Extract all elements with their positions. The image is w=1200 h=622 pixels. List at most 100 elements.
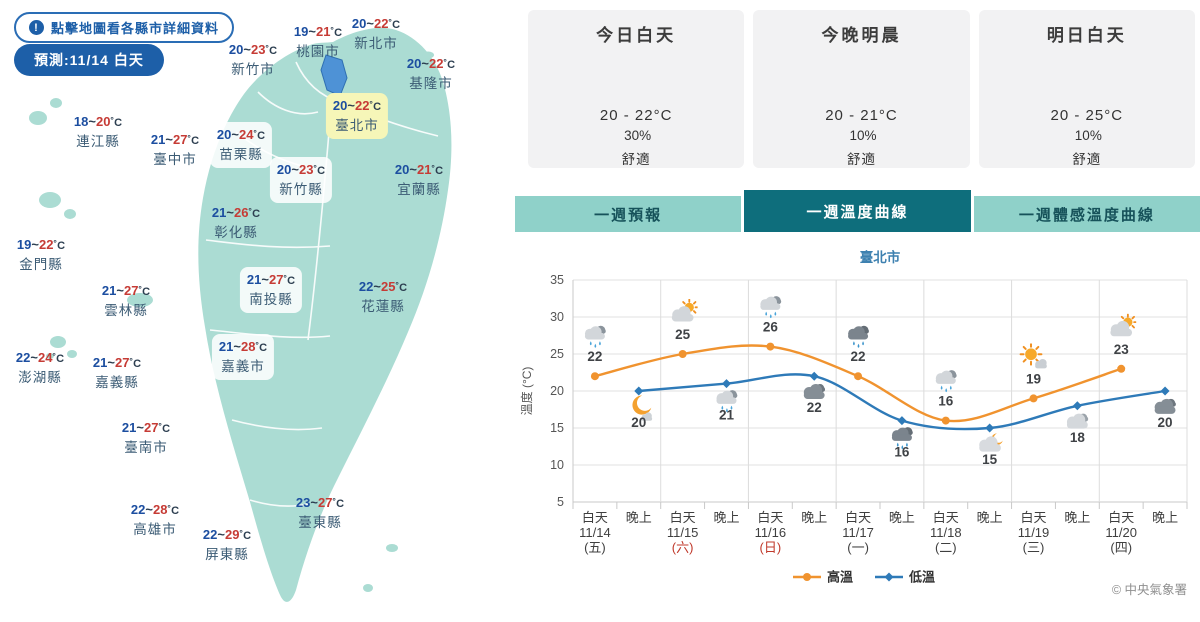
county-name: 新竹市 [231, 62, 275, 77]
county-name: 彰化縣 [214, 225, 258, 240]
county-temp-range: 22~24˚C [15, 350, 65, 365]
svg-text:(日): (日) [760, 540, 782, 555]
svg-text:18: 18 [1070, 430, 1086, 445]
svg-text:10: 10 [550, 458, 564, 472]
card-temp-range: 20 - 21°C [825, 107, 898, 124]
county-marker[interactable]: 18~20˚C 連江縣 [74, 112, 122, 149]
county-marker[interactable]: 19~21˚C 桃園市 [294, 22, 342, 59]
svg-text:11/19: 11/19 [1018, 525, 1050, 540]
county-temp-range: 21~26˚C [211, 205, 261, 220]
forecast-card-0: 今日白天 20 - 22°C 30% 舒適 [528, 10, 745, 168]
svg-text:晚上: 晚上 [977, 510, 1003, 525]
svg-text:11/20: 11/20 [1105, 525, 1137, 540]
county-temp-range: 20~22˚C [406, 56, 456, 71]
county-marker[interactable]: 20~22˚C 基隆市 [407, 54, 455, 91]
svg-text:(五): (五) [584, 540, 606, 555]
county-marker[interactable]: 21~27˚C 雲林縣 [102, 281, 150, 318]
svg-text:20: 20 [631, 415, 646, 430]
sun-cloud-icon [1019, 343, 1048, 370]
svg-text:11/14: 11/14 [579, 525, 611, 540]
county-name: 屏東縣 [205, 547, 249, 562]
svg-text:晚上: 晚上 [626, 510, 652, 525]
county-marker[interactable]: 23~27˚C 臺東縣 [296, 493, 344, 530]
svg-text:25: 25 [675, 327, 691, 342]
svg-text:白天: 白天 [933, 510, 959, 525]
county-marker[interactable]: 20~24˚C 苗栗縣 [209, 122, 273, 168]
svg-text:20: 20 [1158, 415, 1173, 430]
forecast-card-1: 今晚明晨 20 - 21°C 10% 舒適 [753, 10, 970, 168]
svg-text:30: 30 [550, 310, 564, 324]
temperature-chart: 臺北市 溫度 (°C) 5 10 15 20 25 30 35 白天 晚上 11/14 (五) 白天 晚上 1… [515, 240, 1200, 615]
county-temp-range: 20~23˚C [228, 42, 278, 57]
chart-ylabel: 溫度 (°C) [519, 367, 534, 416]
legend-高溫: 高溫 [827, 570, 853, 585]
svg-text:11/15: 11/15 [667, 525, 699, 540]
card-title: 今日白天 [596, 26, 677, 45]
county-marker[interactable]: 21~27˚C 臺中市 [151, 130, 199, 167]
county-marker[interactable]: 21~27˚C 南投縣 [239, 267, 303, 313]
county-name: 臺南市 [124, 440, 168, 455]
svg-text:白天: 白天 [1020, 510, 1046, 525]
map-hint-badge: ! 點擊地圖看各縣市詳細資料 [14, 12, 235, 43]
county-marker[interactable]: 21~27˚C 嘉義縣 [93, 353, 141, 390]
county-marker[interactable]: 20~22˚C 臺北市 [325, 93, 389, 139]
county-marker[interactable]: 20~22˚C 新北市 [352, 14, 400, 51]
map-panel: ! 點擊地圖看各縣市詳細資料 預測:11/14 白天 20~22˚C 新北市 19~… [0, 0, 515, 622]
tab-2[interactable]: 一週體感溫度曲線 [973, 196, 1200, 232]
svg-text:25: 25 [550, 347, 564, 361]
info-icon: ! [29, 20, 44, 35]
card-comfort-label: 舒適 [621, 152, 651, 167]
forecast-time-pill: 預測:11/14 白天 [14, 44, 164, 76]
svg-text:晚上: 晚上 [801, 510, 827, 525]
county-marker[interactable]: 19~22˚C 金門縣 [17, 235, 65, 272]
svg-text:16: 16 [938, 394, 954, 409]
offshore-islands [29, 51, 434, 592]
svg-text:11/18: 11/18 [930, 525, 962, 540]
county-marker[interactable]: 20~21˚C 宜蘭縣 [395, 160, 443, 197]
svg-text:晚上: 晚上 [713, 510, 739, 525]
svg-text:5: 5 [557, 495, 564, 509]
county-marker[interactable]: 21~26˚C 彰化縣 [212, 203, 260, 240]
card-temp-range: 20 - 22°C [599, 107, 673, 124]
svg-text:(一): (一) [847, 540, 869, 555]
county-name: 南投縣 [249, 292, 293, 307]
county-temp-range: 22~29˚C [202, 527, 252, 542]
forecast-tabs: 一週預報 一週溫度曲線 一週體感溫度曲線 [515, 190, 1200, 232]
svg-text:20: 20 [550, 384, 564, 398]
cloud-dark-icon [803, 384, 826, 400]
county-marker[interactable]: 21~27˚C 臺南市 [122, 418, 170, 455]
county-name: 苗栗縣 [219, 147, 263, 162]
county-marker[interactable]: 20~23˚C 新竹縣 [269, 157, 333, 203]
svg-text:15: 15 [550, 421, 564, 435]
rain-dark-icon [848, 325, 869, 348]
county-marker[interactable]: 21~28˚C 嘉義市 [211, 334, 275, 380]
svg-text:16: 16 [894, 445, 910, 460]
forecast-panel: 今日白天 20 - 22°C 30% 舒適 今晚明晨 20 - 21°C 10% 舒適 明日白天… [515, 0, 1200, 622]
card-rain-probability: 10% [1074, 128, 1102, 143]
card-rain-probability: 30% [624, 128, 652, 143]
map-hint-text: 點擊地圖看各縣市詳細資料 [51, 21, 220, 36]
card-comfort-label: 舒適 [846, 152, 876, 167]
county-name: 嘉義市 [221, 359, 265, 374]
county-name: 連江縣 [76, 134, 120, 149]
svg-text:晚上: 晚上 [1064, 510, 1090, 525]
county-marker[interactable]: 22~24˚C 澎湖縣 [16, 348, 64, 385]
county-marker[interactable]: 22~29˚C 屏東縣 [203, 525, 251, 562]
svg-text:晚上: 晚上 [889, 510, 915, 525]
svg-text:22: 22 [851, 349, 866, 364]
county-marker[interactable]: 22~28˚C 高雄市 [131, 500, 179, 537]
county-temp-range: 23~27˚C [295, 495, 345, 510]
legend-低溫: 低溫 [908, 570, 935, 585]
tab-1[interactable]: 一週溫度曲線 [744, 190, 971, 232]
card-rain-probability: 10% [849, 128, 877, 143]
county-name: 臺北市 [335, 118, 379, 133]
svg-text:晚上: 晚上 [1152, 510, 1178, 525]
county-temp-range: 21~27˚C [101, 283, 151, 298]
svg-text:(二): (二) [935, 540, 957, 555]
tab-0[interactable]: 一週預報 [515, 196, 742, 232]
county-marker[interactable]: 20~23˚C 新竹市 [229, 40, 277, 77]
svg-text:白天: 白天 [845, 510, 871, 525]
county-marker[interactable]: 22~25˚C 花蓮縣 [359, 277, 407, 314]
county-name: 桃園市 [296, 44, 340, 59]
